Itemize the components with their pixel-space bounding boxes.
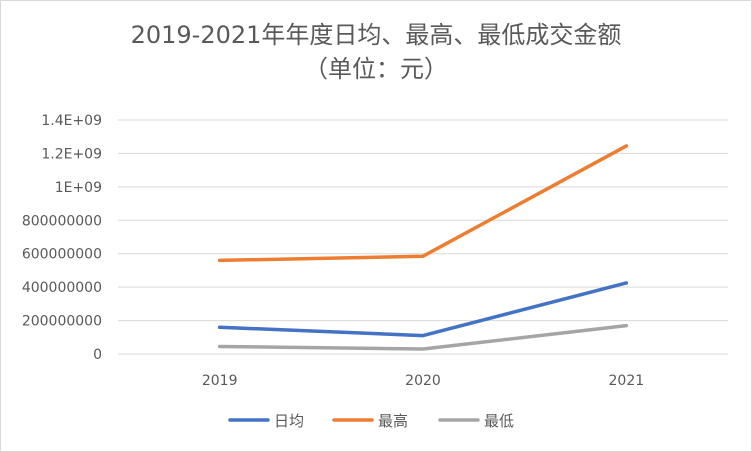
data-point	[421, 254, 425, 258]
data-point	[421, 334, 425, 338]
data-point	[218, 258, 222, 262]
y-tick-label: 0	[93, 347, 102, 363]
legend-label: 最低	[484, 412, 514, 430]
x-axis-ticks: 2019 2020 2021	[202, 373, 644, 389]
x-tick-label: 2019	[202, 373, 238, 389]
data-point	[624, 281, 628, 285]
legend-label: 最高	[378, 412, 408, 430]
gridlines	[118, 119, 728, 355]
data-point	[218, 344, 222, 348]
y-tick-label: 400000000	[22, 280, 102, 296]
x-tick-label: 2021	[609, 373, 645, 389]
series-line-2	[217, 144, 629, 263]
data-point	[624, 324, 628, 328]
legend-item-2: 最高	[332, 412, 408, 430]
series-line-1	[217, 281, 629, 338]
y-tick-label: 200000000	[22, 314, 102, 330]
y-tick-label: 1.2E+09	[41, 146, 102, 162]
chart-title: 2019-2021年年度日均、最高、最低成交金额	[130, 21, 622, 49]
legend: 日均 最高 最低	[228, 412, 514, 430]
y-tick-label: 1.4E+09	[41, 113, 102, 129]
legend-item-1: 日均	[228, 412, 304, 430]
data-point	[624, 144, 628, 148]
y-tick-label: 1E+09	[55, 180, 102, 196]
chart-title-block: 2019-2021年年度日均、最高、最低成交金额 （单位：元）	[0, 18, 752, 86]
x-tick-label: 2020	[405, 373, 441, 389]
y-tick-label: 800000000	[22, 213, 102, 229]
legend-item-3: 最低	[438, 412, 514, 430]
data-point	[218, 325, 222, 329]
series-lines	[217, 144, 629, 351]
y-axis-ticks: 0 200000000 400000000 600000000 800000000 1E+…	[22, 113, 102, 363]
chart-subtitle: （单位：元）	[304, 55, 448, 83]
y-tick-label: 600000000	[22, 247, 102, 263]
legend-label: 日均	[274, 412, 304, 430]
data-point	[421, 347, 425, 351]
